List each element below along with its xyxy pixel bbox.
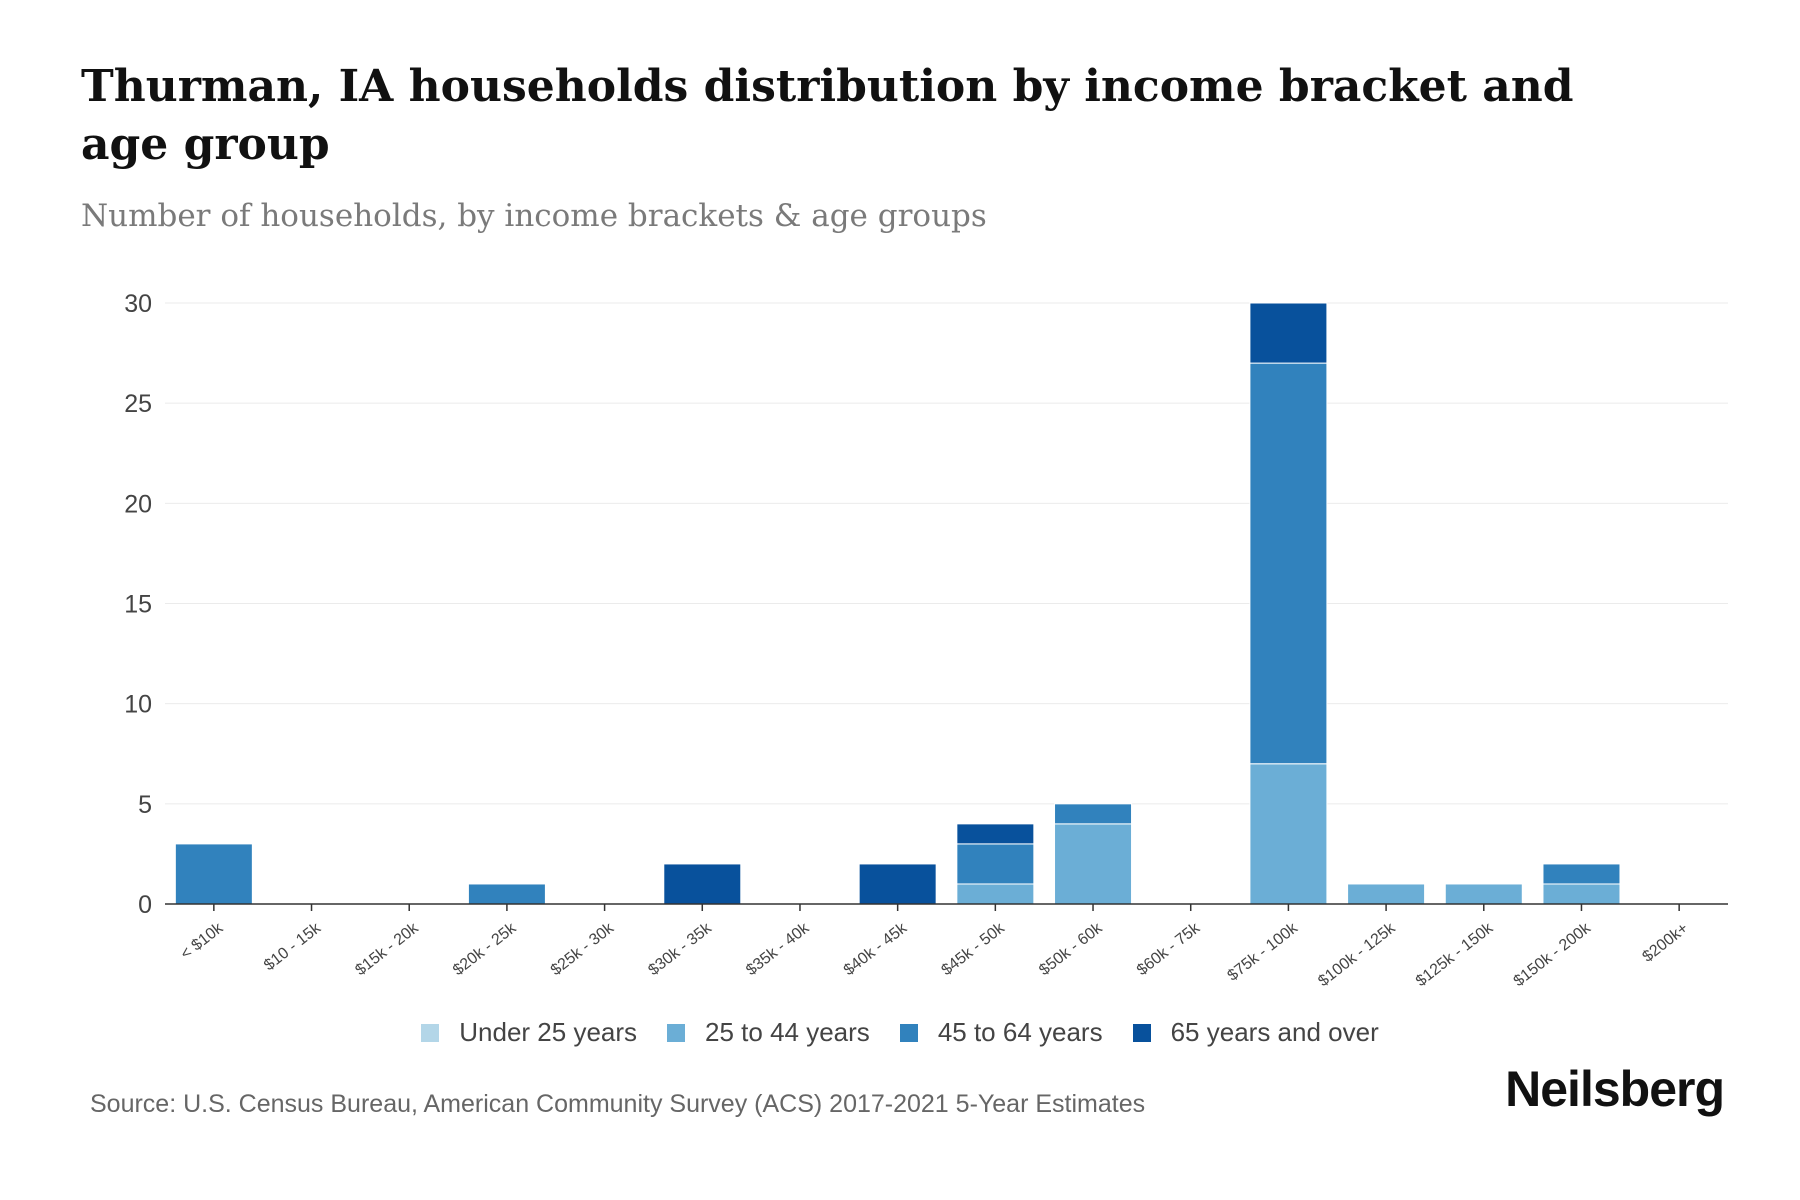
bar-segment[interactable] [858,863,937,905]
x-tick-label: $200k+ [1639,920,1691,966]
legend-swatch-65-and-over [1132,1023,1151,1042]
y-tick-label: 20 [124,490,152,518]
y-tick-label: 10 [124,691,152,719]
legend-item-25-to-44[interactable]: 25 to 44 years [667,1017,870,1048]
x-tick-label: $150k - 200k [1511,919,1595,990]
bar-segment[interactable] [467,883,546,905]
bars [174,302,1621,905]
legend-label-25-to-44: 25 to 44 years [705,1017,870,1047]
bar-segment[interactable] [1249,763,1328,905]
bar-segment[interactable] [1249,302,1328,364]
legend-swatch-under-25 [421,1023,440,1042]
x-tick-label: $75k - 100k [1225,919,1302,984]
x-tick-label: $45k - 50k [938,919,1008,979]
source-note: Source: U.S. Census Bureau, American Com… [90,1090,1146,1118]
legend-label-65-and-over: 65 years and over [1170,1017,1379,1047]
legend-item-45-to-64[interactable]: 45 to 64 years [899,1017,1103,1048]
y-tick-label: 25 [124,390,152,418]
x-tick-label: $25k - 30k [548,919,618,979]
bar-segment[interactable] [1347,883,1426,905]
legend-swatch-45-to-64 [899,1023,918,1042]
bar-segment[interactable] [1542,883,1621,905]
x-tick-label: < $10k [178,919,227,963]
gridlines [165,302,1728,805]
bar-segment[interactable] [1249,362,1328,765]
chart-area: 0 5 10 15 20 25 30 < $10k $10 - 15k $15k - 20k $2… [124,290,1728,990]
bar-segment[interactable] [1542,863,1621,885]
y-axis-ticks: 0 5 10 15 20 25 30 [124,290,152,919]
y-tick-label: 0 [138,891,152,919]
bar-segment[interactable] [1054,803,1133,825]
x-tick-label: $20k - 25k [450,919,520,979]
x-axis-ticks: < $10k $10 - 15k $15k - 20k $20k - 25k $25k … [178,904,1692,990]
y-tick-label: 30 [124,290,152,318]
chart-title: Thurman, IA households distribution by i… [81,61,1574,170]
bar-segment[interactable] [663,863,742,905]
legend-item-under-25[interactable]: Under 25 years [421,1017,637,1048]
legend-label-45-to-64: 45 to 64 years [937,1017,1103,1047]
x-tick-label: $10 - 15k [261,919,325,974]
x-tick-label: $50k - 60k [1036,919,1106,979]
bar-segment[interactable] [1444,883,1523,905]
x-tick-label: $100k - 125k [1315,919,1399,990]
legend-item-65-and-over[interactable]: 65 years and over [1132,1017,1379,1048]
x-tick-label: $30k - 35k [645,919,715,979]
chart-subtitle: Number of households, by income brackets… [81,198,987,234]
legend: Under 25 years 25 to 44 years 45 to 64 y… [0,1017,1800,1048]
bar-segment[interactable] [956,883,1035,905]
y-tick-label: 15 [124,591,152,619]
x-tick-label: $35k - 40k [743,919,813,979]
bar-segment[interactable] [956,823,1035,845]
legend-swatch-25-to-44 [667,1023,686,1042]
y-tick-label: 5 [138,791,152,819]
bar-segment[interactable] [174,843,253,905]
brand-logo: Neilsberg [1505,1061,1725,1117]
legend-label-under-25: Under 25 years [459,1017,638,1047]
bar-segment[interactable] [1054,823,1133,905]
x-tick-label: $125k - 150k [1413,919,1497,990]
x-tick-label: $60k - 75k [1134,919,1204,979]
bar-segment[interactable] [956,843,1035,885]
x-tick-label: $15k - 20k [352,919,422,979]
x-tick-label: $40k - 45k [841,919,911,979]
